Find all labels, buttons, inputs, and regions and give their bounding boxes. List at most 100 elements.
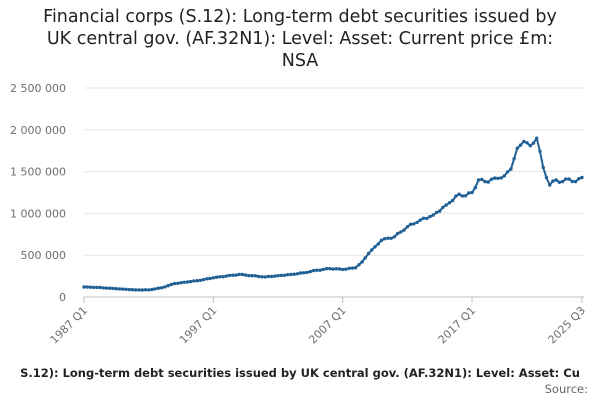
data-point[interactable] xyxy=(328,266,332,271)
data-point[interactable] xyxy=(544,175,549,180)
data-point[interactable] xyxy=(302,271,306,275)
data-point[interactable] xyxy=(525,141,529,145)
data-point[interactable] xyxy=(269,274,274,279)
data-point[interactable] xyxy=(551,179,555,183)
data-point[interactable] xyxy=(444,203,448,207)
data-point[interactable] xyxy=(276,274,280,278)
data-point[interactable] xyxy=(108,286,112,290)
data-point[interactable] xyxy=(570,179,574,184)
data-point[interactable] xyxy=(137,288,141,292)
data-point[interactable] xyxy=(85,285,89,289)
data-point[interactable] xyxy=(201,277,206,282)
data-point[interactable] xyxy=(147,288,151,292)
data-point[interactable] xyxy=(573,179,578,184)
data-point[interactable] xyxy=(402,228,406,232)
data-point[interactable] xyxy=(176,281,180,285)
data-point[interactable] xyxy=(489,177,494,181)
data-point[interactable] xyxy=(256,274,261,279)
data-point[interactable] xyxy=(218,275,222,279)
data-point[interactable] xyxy=(231,273,235,277)
data-point[interactable] xyxy=(299,271,303,275)
data-point[interactable] xyxy=(289,272,293,277)
data-point[interactable] xyxy=(321,267,325,272)
data-point[interactable] xyxy=(205,277,209,281)
data-point[interactable] xyxy=(408,222,413,226)
data-point[interactable] xyxy=(434,210,439,215)
data-point[interactable] xyxy=(234,273,238,277)
data-point[interactable] xyxy=(512,157,516,161)
data-point[interactable] xyxy=(405,225,410,229)
data-point[interactable] xyxy=(483,179,487,184)
data-point[interactable] xyxy=(383,237,387,241)
data-point[interactable] xyxy=(347,266,351,270)
data-point[interactable] xyxy=(431,213,435,217)
data-point[interactable] xyxy=(538,149,542,154)
data-point[interactable] xyxy=(457,192,461,196)
data-point[interactable] xyxy=(224,274,228,278)
data-point[interactable] xyxy=(169,282,173,287)
data-point[interactable] xyxy=(353,266,358,270)
data-point[interactable] xyxy=(505,170,510,174)
data-point[interactable] xyxy=(528,144,532,148)
data-point[interactable] xyxy=(386,236,390,240)
data-point[interactable] xyxy=(509,167,513,171)
data-point[interactable] xyxy=(253,274,258,278)
data-point[interactable] xyxy=(143,288,148,292)
data-point[interactable] xyxy=(360,260,364,264)
data-point[interactable] xyxy=(363,256,367,260)
data-point[interactable] xyxy=(295,272,300,276)
data-point[interactable] xyxy=(548,183,552,187)
data-point[interactable] xyxy=(227,273,232,278)
data-point[interactable] xyxy=(172,281,177,286)
data-point[interactable] xyxy=(82,285,86,289)
data-point[interactable] xyxy=(189,279,193,284)
data-point[interactable] xyxy=(463,194,468,198)
data-point[interactable] xyxy=(541,165,545,170)
data-point[interactable] xyxy=(214,275,219,279)
data-point[interactable] xyxy=(499,176,503,180)
data-point[interactable] xyxy=(341,267,345,272)
data-point[interactable] xyxy=(153,287,157,291)
data-point[interactable] xyxy=(518,143,523,147)
data-point[interactable] xyxy=(480,177,484,182)
data-point[interactable] xyxy=(357,263,361,267)
data-point[interactable] xyxy=(412,222,416,226)
data-point[interactable] xyxy=(308,269,313,274)
data-point[interactable] xyxy=(166,284,170,288)
data-point[interactable] xyxy=(182,280,186,284)
data-point[interactable] xyxy=(240,272,245,277)
data-point[interactable] xyxy=(95,285,99,290)
data-point[interactable] xyxy=(460,194,465,198)
data-point[interactable] xyxy=(104,286,109,290)
data-point[interactable] xyxy=(266,274,270,279)
data-point[interactable] xyxy=(282,273,287,277)
data-point[interactable] xyxy=(134,288,138,292)
data-point[interactable] xyxy=(467,191,471,195)
data-point[interactable] xyxy=(114,287,119,291)
data-point[interactable] xyxy=(101,286,106,290)
data-point[interactable] xyxy=(250,274,254,278)
data-point[interactable] xyxy=(292,272,296,276)
data-point[interactable] xyxy=(195,279,199,283)
data-point[interactable] xyxy=(376,242,380,246)
data-point[interactable] xyxy=(121,287,125,291)
data-point[interactable] xyxy=(263,275,267,279)
data-point[interactable] xyxy=(211,276,216,280)
data-point[interactable] xyxy=(370,248,374,252)
data-point[interactable] xyxy=(350,266,355,270)
data-point[interactable] xyxy=(476,178,481,182)
data-point[interactable] xyxy=(237,272,241,277)
data-point[interactable] xyxy=(247,273,251,278)
data-point[interactable] xyxy=(273,274,277,278)
data-point[interactable] xyxy=(560,179,565,184)
data-point[interactable] xyxy=(515,146,519,150)
data-point[interactable] xyxy=(486,180,490,184)
data-point[interactable] xyxy=(366,251,371,256)
data-point[interactable] xyxy=(163,285,167,289)
data-point[interactable] xyxy=(279,273,283,278)
data-point[interactable] xyxy=(140,288,144,292)
data-point[interactable] xyxy=(438,209,442,213)
data-point[interactable] xyxy=(557,180,562,184)
data-point[interactable] xyxy=(392,235,397,239)
data-point[interactable] xyxy=(415,220,419,225)
